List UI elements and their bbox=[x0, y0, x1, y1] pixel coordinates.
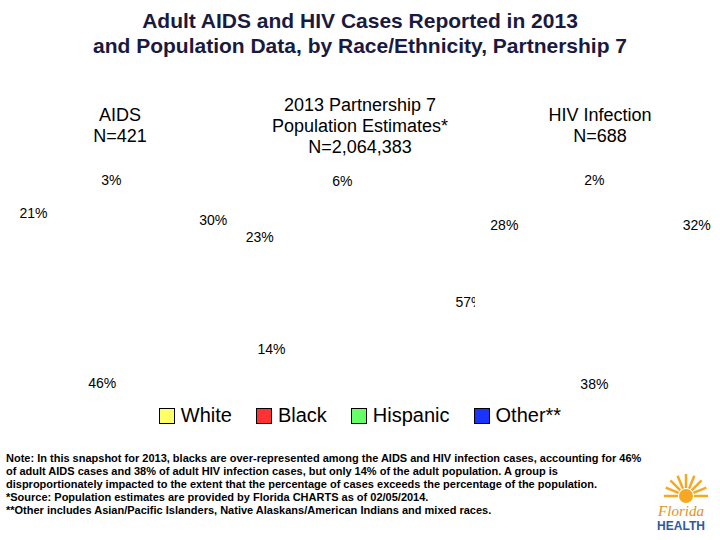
html-text:2013 Partnership 7 Population: 2013 Partnership 7 Population Estimates*… bbox=[271, 94, 448, 157]
html-text:Hispanic: Hispanic bbox=[372, 404, 450, 426]
html-text:Black: Black bbox=[278, 404, 327, 426]
html-text:Other**: Other** bbox=[495, 404, 562, 426]
svg-text:2%: 2% bbox=[584, 172, 604, 188]
html-text:White: White bbox=[180, 404, 232, 426]
svg-text:Florida: Florida bbox=[657, 503, 704, 519]
svg-text:3%: 3% bbox=[101, 172, 121, 188]
svg-text:30%: 30% bbox=[199, 212, 227, 228]
html-text:**Other includes Asian/Pacific: **Other includes Asian/Pacific Islanders… bbox=[6, 504, 492, 516]
svg-text:23%: 23% bbox=[246, 229, 274, 245]
html-text:*Source: Population estimates: *Source: Population estimates are provid… bbox=[6, 491, 429, 503]
svg-text:46%: 46% bbox=[88, 375, 116, 391]
svg-text:38%: 38% bbox=[580, 376, 608, 392]
svg-text:14%: 14% bbox=[257, 341, 285, 357]
svg-text:57%: 57% bbox=[455, 294, 475, 310]
svg-text:32%: 32% bbox=[683, 217, 711, 233]
svg-text:HEALTH: HEALTH bbox=[657, 519, 705, 533]
html-text:Note: In this snapshot for 201: Note: In this snapshot for 2013, blacks … bbox=[6, 452, 642, 490]
html-text:HIV Infection N=688: HIV Infection N=688 bbox=[548, 105, 652, 146]
svg-text:6%: 6% bbox=[332, 173, 352, 189]
svg-text:21%: 21% bbox=[19, 205, 47, 221]
html-text:Adult AIDS and HIV Cases Repor: Adult AIDS and HIV Cases Reported in 201… bbox=[93, 9, 627, 57]
html-text:AIDS N=421: AIDS N=421 bbox=[93, 105, 147, 146]
svg-text:28%: 28% bbox=[490, 217, 518, 233]
